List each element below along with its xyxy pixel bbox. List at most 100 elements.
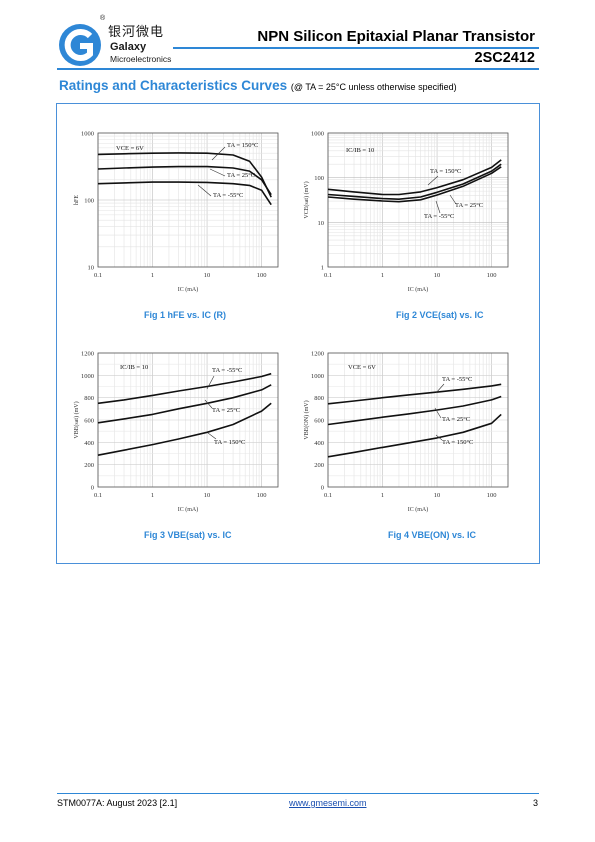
x-tick-label: 0.1 [324, 272, 332, 279]
plot-border [327, 352, 509, 488]
y-axis-label: VBE(ON) (mV) [303, 400, 310, 439]
y-tick-label: 1000 [311, 131, 324, 138]
x-tick-label: 0.1 [94, 272, 102, 279]
header-rule-bottom [57, 68, 539, 70]
series-line-2 [327, 395, 502, 426]
galaxy-logo-icon [59, 24, 101, 66]
plot-border [97, 352, 279, 488]
series-line-1 [97, 152, 272, 198]
y-tick-label: 1200 [311, 351, 324, 358]
y-tick-label: 200 [314, 462, 324, 469]
section-title-text: Ratings and Characteristics Curves [59, 78, 288, 93]
leader-line [209, 168, 226, 177]
condition-annotation: VCE = 6V [348, 364, 376, 371]
leader-line [449, 194, 457, 205]
condition-annotation: IC/IB = 10 [346, 147, 374, 154]
footer-page-number: 3 [533, 798, 539, 808]
series-line-3 [97, 181, 272, 206]
series-line-2 [97, 384, 272, 424]
condition-annotation: IC/IB = 10 [120, 364, 148, 371]
y-tick-label: 10 [88, 265, 95, 272]
leader-line [197, 184, 212, 197]
x-axis-label: IC (mA) [408, 506, 429, 513]
leader-line [434, 407, 442, 419]
y-tick-label: 600 [314, 418, 324, 425]
leader-line [435, 434, 443, 441]
x-axis-label: IC (mA) [178, 286, 199, 293]
y-tick-label: 200 [84, 462, 94, 469]
x-tick-label: 10 [204, 492, 211, 499]
section-title: Ratings and Characteristics Curves (@ TA… [59, 78, 457, 93]
x-axis-label: IC (mA) [408, 286, 429, 293]
condition-annotation: VCE = 6V [116, 145, 144, 152]
series-label-1: TA = -55°C [212, 367, 242, 374]
plot-border [327, 132, 509, 268]
y-tick-label: 1000 [81, 131, 94, 138]
series-label-1: TA = 150°C [430, 168, 461, 175]
series-line-3 [327, 413, 502, 458]
footer-doc-id: STM0077A: August 2023 [2.1] [57, 798, 178, 808]
series-line-1 [327, 159, 502, 196]
series-line-2 [327, 163, 502, 200]
leader-line [435, 200, 441, 214]
y-tick-label: 0 [321, 485, 324, 492]
x-tick-label: 10 [434, 492, 441, 499]
x-tick-label: 1 [381, 272, 384, 279]
charts-frame [56, 103, 540, 564]
x-tick-label: 0.1 [324, 492, 332, 499]
logo-micro-text: Microelectronics [110, 54, 172, 64]
caption-fig2: Fig 2 VCE(sat) vs. IC [396, 310, 484, 320]
series-line-3 [327, 166, 502, 203]
leader-line [206, 375, 215, 390]
y-tick-label: 800 [314, 395, 324, 402]
leader-line [211, 146, 226, 161]
logo-galaxy-text: Galaxy [110, 41, 147, 53]
x-tick-label: 1 [381, 492, 384, 499]
y-tick-label: 400 [84, 440, 94, 447]
series-label-1: TA = 150°C [227, 142, 258, 149]
series-label-2: TA = 25°C [227, 172, 255, 179]
series-label-2: TA = 25°C [455, 202, 483, 209]
leader-line [427, 175, 439, 186]
y-tick-label: 1000 [311, 373, 324, 380]
x-tick-label: 1 [151, 272, 154, 279]
series-label-2: TA = 25°C [212, 407, 240, 414]
series-line-3 [97, 402, 272, 456]
x-tick-label: 10 [434, 272, 441, 279]
series-line-2 [97, 165, 272, 196]
y-axis-label: hFE [74, 195, 80, 205]
y-axis-label: VBE(sat) (mV) [73, 401, 80, 438]
series-label-3: TA = 150°C [442, 439, 473, 446]
x-tick-label: 100 [257, 272, 267, 279]
caption-fig1: Fig 1 hFE vs. IC (R) [144, 310, 227, 320]
x-tick-label: 100 [487, 272, 497, 279]
registered-mark: ® [100, 15, 106, 22]
caption-fig3: Fig 3 VBE(sat) vs. IC [144, 530, 232, 540]
section-condition: (@ TA = 25°C unless otherwise specified) [290, 82, 457, 92]
leader-line [435, 383, 445, 394]
chart-fig1: 0.1 1 10 100 10 100 1000 IC (mA) hFE VCE = 6V TA =… [74, 131, 279, 293]
y-tick-label: 100 [84, 198, 94, 205]
y-axis-label: VCE(sat) (mV) [303, 181, 310, 218]
leader-line [204, 399, 213, 409]
footer-website-link[interactable]: www.gmesemi.com [289, 798, 367, 808]
logo-chinese-text: 银河微电 [108, 25, 165, 40]
y-tick-label: 400 [314, 440, 324, 447]
y-tick-label: 1 [321, 265, 324, 272]
y-tick-label: 0 [91, 485, 94, 492]
y-tick-label: 600 [84, 418, 94, 425]
series-line-1 [97, 372, 272, 405]
x-tick-label: 0.1 [94, 492, 102, 499]
y-tick-label: 1200 [81, 351, 94, 358]
y-tick-label: 10 [318, 220, 325, 227]
leader-line [207, 432, 217, 440]
x-axis-label: IC (mA) [178, 506, 199, 513]
series-label-3: TA = -55°C [213, 192, 243, 199]
y-tick-label: 1000 [81, 373, 94, 380]
series-label-1: TA = -55°C [442, 376, 472, 383]
series-label-3: TA = -55°C [424, 213, 454, 220]
series-line-1 [327, 383, 502, 405]
